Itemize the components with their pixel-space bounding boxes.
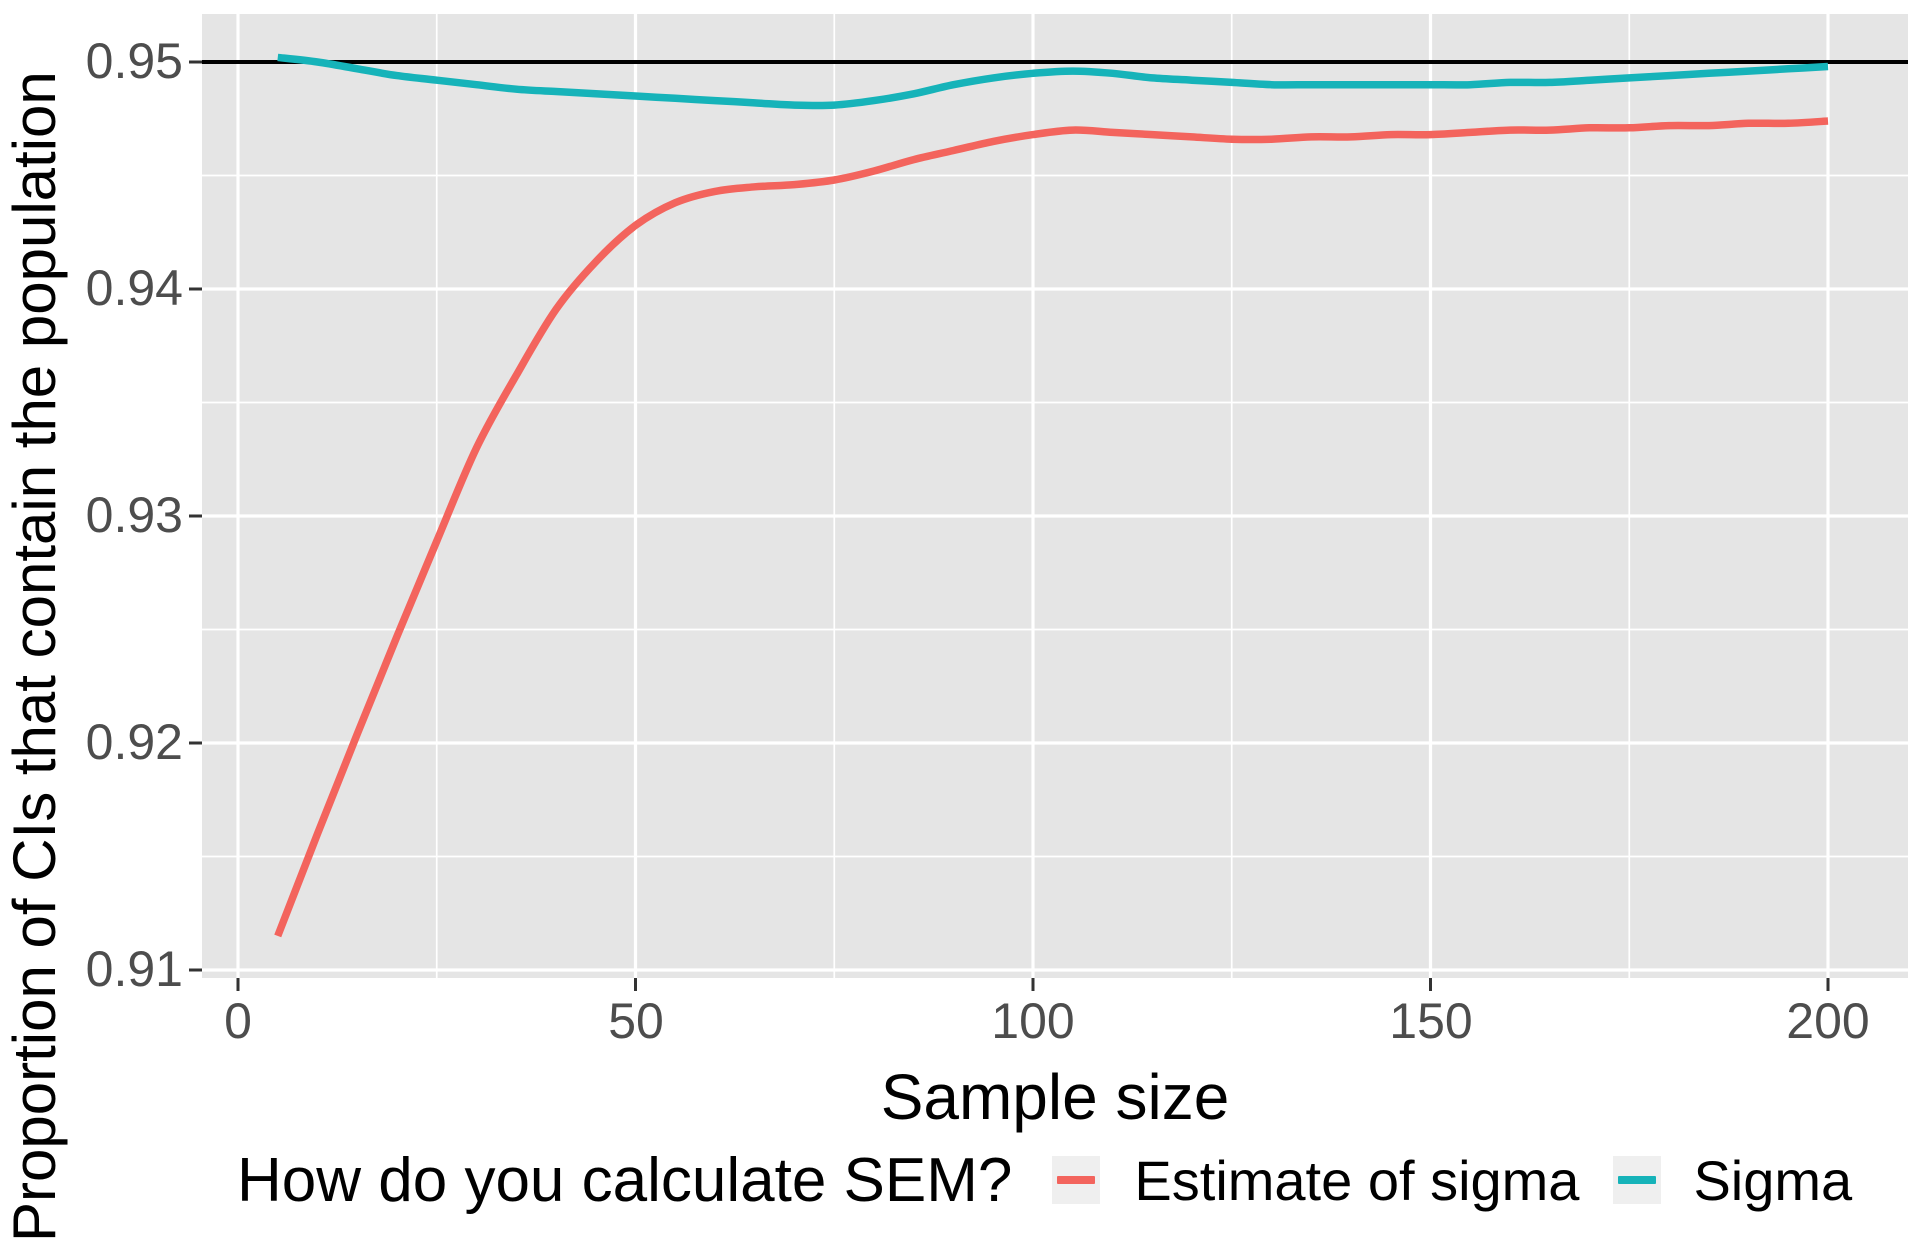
legend: How do you calculate SEM? Estimate of si…	[237, 1146, 1853, 1215]
x-tick-label: 100	[991, 993, 1075, 1049]
legend-key-estimate-of-sigma	[1052, 1156, 1101, 1204]
legend-label-estimate-of-sigma: Estimate of sigma	[1134, 1148, 1580, 1212]
y-tick-label: 0.94	[85, 260, 183, 316]
y-tick-label: 0.95	[85, 33, 183, 89]
series-line-0	[274, 117, 1829, 938]
y-tick-label: 0.92	[85, 714, 183, 770]
legend-key-sigma	[1613, 1156, 1662, 1204]
y-axis-title: Proportion of CIs that contain the popul…	[1, 71, 68, 1242]
legend-label-sigma: Sigma	[1693, 1148, 1853, 1212]
x-tick-label: 150	[1389, 993, 1473, 1049]
x-tick-label: 200	[1786, 993, 1870, 1049]
series-line-1	[277, 53, 1829, 110]
teal-line-swatch-icon	[1618, 1176, 1657, 1184]
y-tick-label: 0.91	[85, 941, 183, 997]
red-line-swatch-icon	[1057, 1176, 1096, 1184]
x-axis-title: Sample size	[880, 1061, 1230, 1133]
y-tick-label: 0.93	[85, 487, 183, 543]
x-tick-label: 50	[608, 993, 664, 1049]
x-tick-label: 0	[224, 993, 252, 1049]
legend-title: How do you calculate SEM?	[237, 1145, 1013, 1215]
